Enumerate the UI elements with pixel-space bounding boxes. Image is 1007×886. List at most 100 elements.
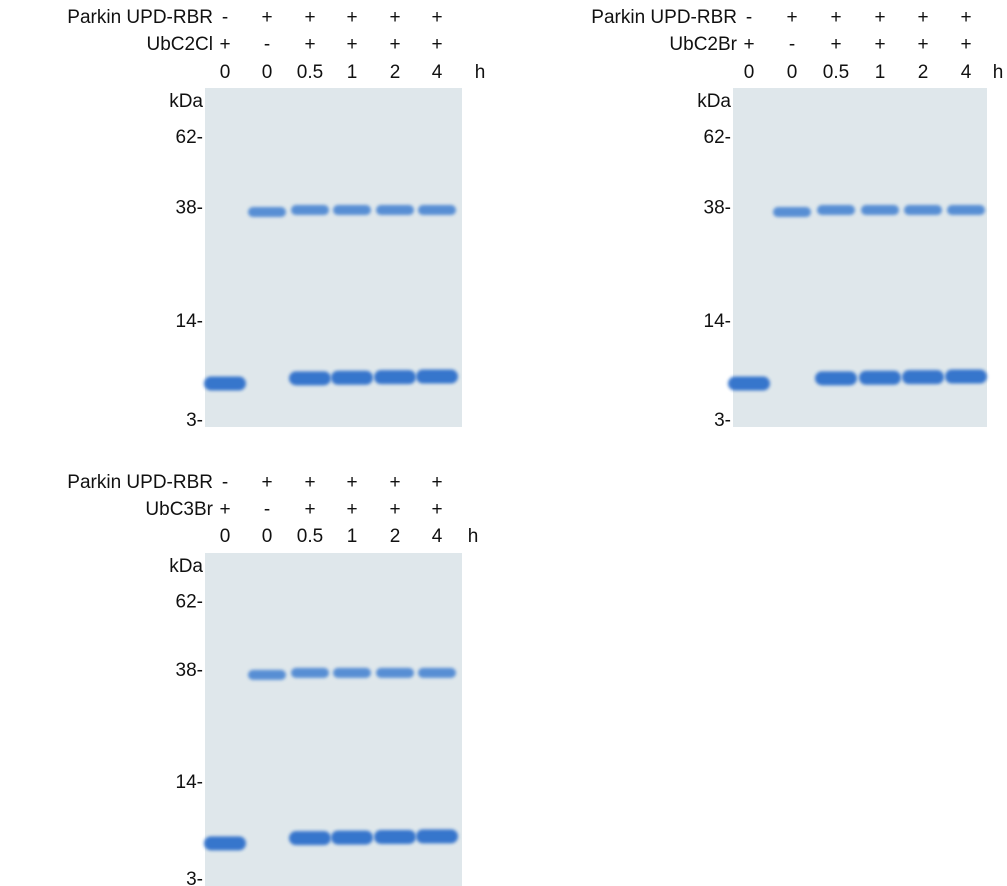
band-upper [333,668,371,678]
band-lower [945,370,987,384]
band-upper [773,207,811,217]
mw-marker: 38- [176,660,203,681]
mw-unit: kDa [169,556,203,577]
lane-sign: + [431,34,442,55]
lane-sign: + [346,34,357,55]
band-lower [815,371,857,385]
mw-marker: 38- [176,197,203,218]
time-label: 1 [875,62,886,83]
band-lower [331,371,373,385]
band-lower [331,831,373,845]
figure: Parkin UPD-RBR-+++++UbC2Cl+-++++000.5124… [0,0,1007,886]
time-unit: h [475,62,486,83]
time-label: 1 [347,62,358,83]
mw-marker: 14- [704,311,731,332]
band-upper [376,668,414,678]
lane-sign: + [304,499,315,520]
band-lower [859,371,901,385]
mw-unit: kDa [697,91,731,112]
mw-marker: 3- [186,410,203,431]
time-label: 2 [390,62,401,83]
mw-unit: kDa [169,91,203,112]
time-label: 0 [262,62,273,83]
time-unit: h [993,62,1004,83]
band-lower [902,370,944,384]
time-label: 4 [432,526,443,547]
band-lower [416,829,458,843]
time-label: 0.5 [297,526,323,547]
time-label: 0 [262,526,273,547]
time-label: 4 [432,62,443,83]
lane-sign: + [304,34,315,55]
lane-sign: + [874,34,885,55]
lane-sign: + [743,34,754,55]
time-label: 0.5 [297,62,323,83]
mw-marker: 3- [186,869,203,886]
mw-marker: 14- [176,772,203,793]
time-label: 0 [744,62,755,83]
mw-marker: 62- [704,127,731,148]
time-label: 2 [390,526,401,547]
lane-sign: + [346,472,357,493]
mw-marker: 38- [704,197,731,218]
lane-sign: + [389,34,400,55]
lane-sign: + [960,34,971,55]
band-upper [291,205,329,215]
time-label: 0 [787,62,798,83]
lane-sign: + [830,7,841,28]
lane-sign: + [389,7,400,28]
lane-sign: + [830,34,841,55]
lane-sign: - [222,472,228,493]
row-label: UbC3Br [145,499,213,520]
lane-sign: + [786,7,797,28]
lane-sign: - [222,7,228,28]
lane-sign: + [431,499,442,520]
time-unit: h [468,526,479,547]
lane-sign: - [264,499,270,520]
lane-sign: + [874,7,885,28]
lane-sign: + [261,472,272,493]
lane-sign: + [389,499,400,520]
time-label: 2 [918,62,929,83]
page: {"panels": [ {"rows": [ {"label": "Parki… [0,0,1007,886]
row-label: Parkin UPD-RBR [67,7,213,28]
mw-marker: 62- [176,591,203,612]
lane-sign: - [746,7,752,28]
time-label: 1 [347,526,358,547]
band-upper [248,207,286,217]
time-label: 4 [961,62,972,83]
band-upper [861,205,899,215]
lane-sign: - [789,34,795,55]
lane-sign: + [304,472,315,493]
lane-sign: + [346,499,357,520]
row-label: UbC2Cl [146,34,213,55]
row-label: Parkin UPD-RBR [67,472,213,493]
lane-sign: + [917,7,928,28]
time-label: 0 [220,526,231,547]
band-lower [374,830,416,844]
row-label: Parkin UPD-RBR [591,7,737,28]
mw-marker: 3- [714,410,731,431]
band-lower [289,831,331,845]
band-upper [904,205,942,215]
lane-sign: + [261,7,272,28]
band-upper [248,670,286,680]
band-upper [418,668,456,678]
lane-sign: + [431,472,442,493]
lane-sign: + [219,499,230,520]
band-lower [204,377,246,391]
band-lower [289,371,331,385]
band-upper [947,205,985,215]
band-upper [333,205,371,215]
time-label: 0.5 [823,62,849,83]
lane-sign: - [264,34,270,55]
lane-sign: + [304,7,315,28]
time-label: 0 [220,62,231,83]
band-upper [376,205,414,215]
lane-sign: + [960,7,971,28]
lane-sign: + [917,34,928,55]
band-lower [204,836,246,850]
band-upper [418,205,456,215]
band-lower [374,370,416,384]
lane-sign: + [389,472,400,493]
